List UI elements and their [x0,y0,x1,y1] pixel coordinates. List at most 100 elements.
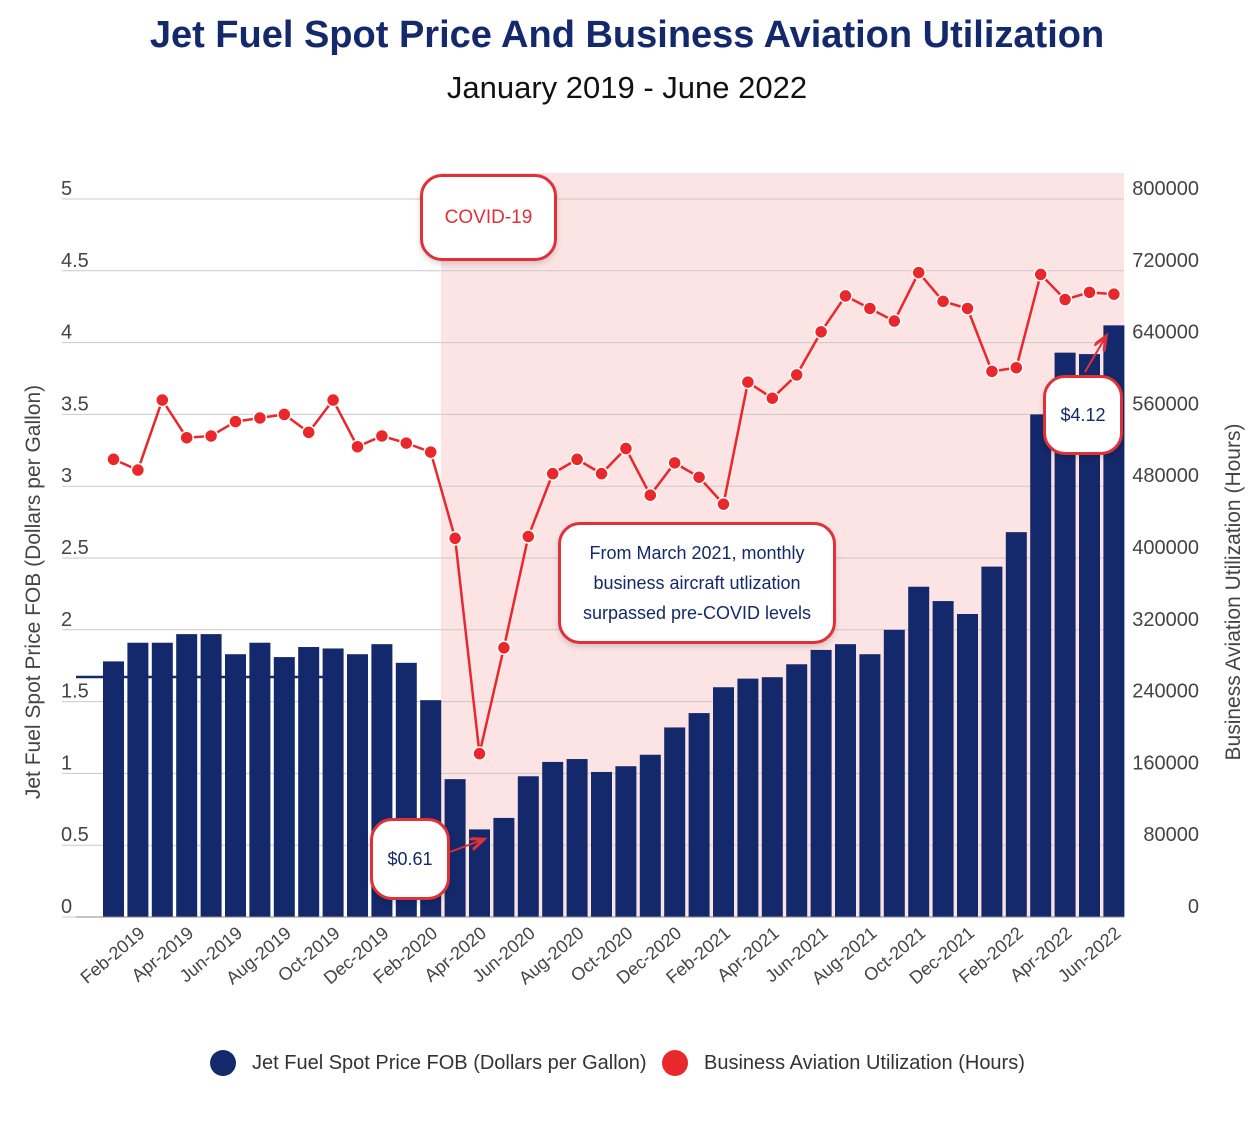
utilization-point [618,441,634,456]
utilization-point [935,294,951,309]
utilization-point [277,407,292,422]
y-right-tick-label: 560000 [1132,393,1199,415]
utilization-point [228,414,243,429]
y-left-tick-label: 4 [61,322,72,344]
y-right-tick-label: 400000 [1132,537,1199,559]
legend-fuel-marker [210,1050,236,1076]
fuel-price-bar [591,771,612,917]
utilization-point [862,301,878,316]
y-left-tick-label: 0 [61,896,72,918]
utilization-point [569,452,585,467]
fuel-high-callout: $4.12 [1043,375,1123,455]
fuel-price-bar [932,601,954,917]
fuel-price-bar [786,664,808,917]
utilization-point [106,452,121,467]
fuel-price-bar [639,754,661,917]
fuel-price-bar [176,634,198,917]
y-right-tick-label: 240000 [1132,681,1199,703]
fuel-price-bar [615,766,637,917]
fuel-price-bar [103,661,124,917]
utilization-point [838,288,853,304]
fuel-price-bar [957,614,978,917]
covid-callout: COVID-19 [420,174,557,261]
y-left-tick-label: 3 [61,465,72,487]
legend-item-fuel: Jet Fuel Spot Price FOB (Dollars per Gal… [210,1050,647,1076]
fuel-price-bar [908,586,930,917]
callout-low-arrow [449,840,482,853]
utilization-point [960,301,975,316]
chart-title: Jet Fuel Spot Price And Business Aviatio… [149,14,1105,56]
y-right-tick-label: 0 [1188,896,1199,918]
fuel-price-bar [542,761,564,917]
utilization-point [984,364,1000,379]
fuel-price-bar [1030,414,1052,917]
chart-subtitle: January 2019 - June 2022 [446,70,808,105]
fuel-price-bar [981,566,1003,917]
utilization-point [374,428,390,444]
y-right-tick-label: 800000 [1132,178,1199,200]
legend-utilization-label: Business Aviation Utilization (Hours) [704,1051,1025,1074]
fuel-low-callout: $0.61 [370,818,450,900]
utilization-point [789,367,804,383]
fuel-price-bar [517,776,539,917]
fuel-price-bar [225,654,246,917]
fuel-price-bar [713,687,734,917]
fuel-price-bar [469,829,490,917]
fuel-price-bar [835,644,856,917]
utilization-point [643,487,658,503]
y-left-tick-label: 2 [61,609,72,631]
utilization-point [521,529,536,544]
fuel-price-bar [200,634,222,917]
utilization-point [1057,292,1073,307]
y-left-tick-label: 5 [61,178,72,200]
utilization-point [130,462,146,478]
fuel-price-bar [688,713,710,917]
y-left-tick-label: 2.5 [61,537,89,559]
fuel-price-bar [249,642,271,917]
fuel-price-bar [127,642,149,917]
y-left-tick-label: 4.5 [61,250,89,272]
fuel-price-bar [737,678,759,917]
utilization-point [472,746,487,761]
fuel-price-bar [810,649,832,917]
y-left-axis-title: Jet Fuel Spot Price FOB (Dollars per Gal… [22,385,45,799]
utilization-point [325,392,341,408]
utilization-point [1033,267,1048,282]
utilization-point [1009,360,1024,375]
utilization-point [350,439,365,454]
utilization-point [252,410,268,426]
y-right-tick-label: 640000 [1132,322,1199,344]
utilization-point [813,324,829,340]
utilization-point [887,313,902,329]
y-right-tick-label: 80000 [1143,824,1199,846]
utilization-point [716,496,731,512]
legend-fuel-label: Jet Fuel Spot Price FOB (Dollars per Gal… [252,1051,647,1074]
y-right-axis-title: Business Aviation Utilization (Hours) [1222,424,1245,761]
fuel-price-bar [273,657,295,917]
utilization-point [496,640,512,655]
y-left-tick-label: 1 [61,752,72,774]
fuel-price-bar [1005,532,1027,917]
utilization-point [545,466,560,481]
utilization-point [1106,286,1122,302]
utilization-point [594,466,609,481]
fuel-price-bar [151,642,173,917]
utilization-point [179,430,194,445]
callout-high-arrow [1084,338,1105,373]
utilization-point [1082,285,1097,300]
utilization-point [301,425,316,440]
utilization-point [740,374,756,390]
y-right-tick-label: 720000 [1132,250,1199,272]
y-right-tick-label: 480000 [1132,465,1199,487]
fuel-price-bar [493,817,515,917]
fuel-price-bar [859,654,881,917]
fuel-price-bar [1079,354,1100,917]
y-left-tick-label: 1.5 [61,681,89,703]
fuel-price-bar [664,727,686,917]
utilization-point [447,531,463,546]
utilization-point [203,428,219,444]
legend-item-utilization: Business Aviation Utilization (Hours) [662,1050,1025,1076]
y-left-tick-label: 0.5 [61,824,89,846]
y-left-tick-label: 3.5 [61,393,89,415]
